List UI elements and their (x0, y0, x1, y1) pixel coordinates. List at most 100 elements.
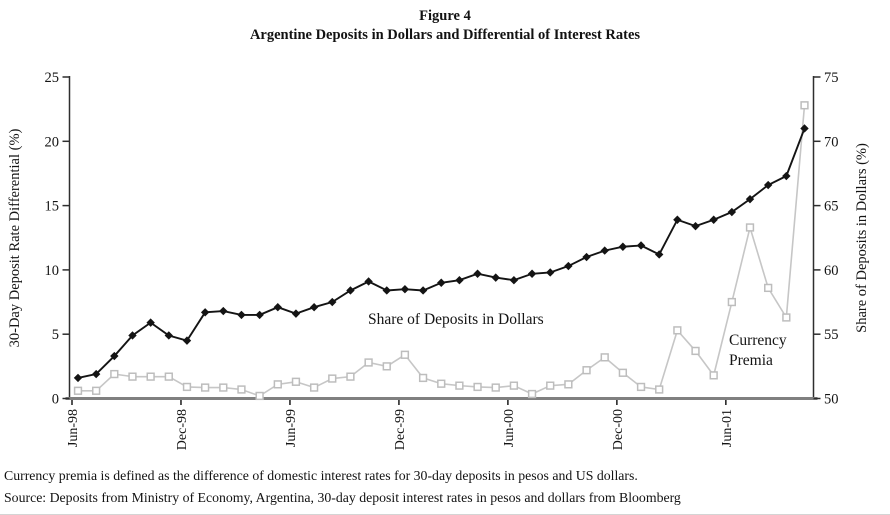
currency-premia-point (655, 385, 664, 394)
currency-premia-point (455, 381, 464, 390)
currency-premia-point (200, 383, 210, 392)
currency-premia-point (636, 382, 646, 392)
figure-label: Figure 4 (419, 8, 471, 24)
share-deposits-point (727, 207, 737, 217)
left-axis-tick-label: 20 (45, 134, 60, 150)
currency-premia-point (600, 353, 609, 362)
share-deposits-point (618, 242, 628, 251)
currency-premia-point (546, 381, 555, 390)
right-axis-tick-label: 50 (824, 392, 839, 408)
left-axis-ticks: 0 5 10 15 20 25 (45, 70, 70, 408)
currency-premia-point (527, 389, 537, 399)
share-deposits-point (437, 278, 446, 287)
share-deposits-point (146, 318, 155, 327)
share-deposits-point (128, 331, 137, 340)
figure-title-block: Figure 4 Argentine Deposits in Dollars a… (0, 7, 890, 45)
share-deposits-point (800, 124, 809, 133)
share-deposits-point (745, 194, 755, 204)
share-deposits-point (509, 275, 519, 285)
share-deposits-point (91, 369, 101, 379)
share-deposits-point (491, 273, 500, 282)
currency-premia-point (473, 382, 482, 392)
share-deposits-point (763, 180, 773, 190)
series-currency-premia (73, 101, 809, 401)
share-deposits-point (382, 286, 391, 295)
currency-premia-point (382, 362, 391, 371)
figure-title: Argentine Deposits in Dollars and Differ… (249, 27, 641, 43)
footnote-source: Source: Deposits from Ministry of Econom… (4, 490, 681, 505)
share-deposits-point (473, 269, 482, 278)
share-deposits-point (110, 351, 119, 361)
currency-premia-point (691, 346, 700, 356)
currency-premia-point (219, 383, 228, 392)
share-deposits-point (400, 284, 410, 294)
x-axis-tick-label: Dec-99 (393, 409, 408, 450)
share-deposits-point (691, 221, 700, 231)
share-deposits-point (346, 286, 355, 295)
right-axis-tick-label: 70 (824, 134, 839, 150)
share-deposits-point (636, 241, 646, 250)
left-axis-tick-label: 25 (45, 70, 60, 86)
currency-premia-point (673, 326, 682, 335)
share-deposits-point (655, 250, 664, 259)
currency-premia-point (364, 358, 373, 367)
currency-premia-point (418, 373, 428, 383)
share-deposits-point (582, 252, 591, 262)
left-axis-tick-label: 0 (52, 392, 59, 408)
right-axis-tick-label: 55 (824, 327, 839, 343)
currency-premia-point (400, 350, 410, 359)
right-axis-tick-label: 65 (824, 199, 839, 215)
share-deposits-point (455, 275, 464, 285)
share-deposits-point (273, 302, 282, 312)
currency-premia-point (745, 223, 755, 232)
currency-premia-point (146, 372, 155, 381)
currency-premia-point (237, 385, 246, 394)
currency-premia-point (782, 313, 791, 322)
x-axis-tick-label: Jun-01 (720, 409, 735, 447)
currency-premia-point (346, 372, 355, 381)
label-share-of-deposits: Share of Deposits in Dollars (368, 311, 544, 328)
share-deposits-point (600, 246, 609, 255)
left-axis-tick-label: 5 (52, 327, 59, 343)
x-axis-tick-label: Dec-98 (175, 409, 190, 450)
share-deposits-point (328, 297, 337, 307)
share-deposits-point (182, 336, 192, 345)
currency-premia-point (764, 283, 773, 293)
currency-premia-point (164, 372, 173, 381)
share-deposits-point (546, 268, 555, 277)
currency-premia-point (618, 368, 628, 377)
left-axis-tick-label: 10 (45, 263, 60, 279)
currency-premia-point (509, 381, 519, 390)
share-deposits-point (73, 373, 83, 383)
currency-premia-point (727, 297, 737, 307)
right-axis-tick-label: 60 (824, 263, 839, 279)
share-deposits-point (291, 309, 301, 318)
share-deposits-point (364, 277, 373, 286)
currency-premia-point (491, 383, 500, 392)
share-deposits-point (164, 331, 174, 340)
currency-premia-point (437, 379, 446, 388)
left-axis-title: 30-Day Deposit Rate Differential (%) (7, 128, 23, 347)
right-axis-ticks: 50 55 60 65 70 75 (813, 70, 839, 408)
currency-premia-point (709, 371, 718, 380)
series-share-of-deposits (73, 124, 809, 383)
label-currency-premia: Premia (729, 352, 773, 369)
currency-premia-point (92, 386, 101, 395)
currency-premia-point (255, 391, 264, 401)
figure-footnotes: Currency premia is defined as the differ… (4, 465, 681, 509)
share-deposits-point (237, 310, 246, 320)
share-deposits-point (673, 215, 682, 224)
currency-premia-point (800, 101, 809, 110)
currency-premia-point (182, 382, 192, 392)
right-axis-title: Share of Deposits in Dollars (%) (854, 143, 870, 333)
currency-premia-point (73, 386, 83, 395)
share-deposits-point (309, 302, 319, 312)
x-axis-tick-label: Jun-99 (284, 409, 299, 447)
share-deposits-point (527, 269, 537, 278)
footnote-definition: Currency premia is defined as the differ… (4, 468, 638, 483)
share-deposits-point (782, 171, 791, 181)
currency-premia-point (128, 372, 137, 381)
share-deposits-point (219, 306, 228, 316)
